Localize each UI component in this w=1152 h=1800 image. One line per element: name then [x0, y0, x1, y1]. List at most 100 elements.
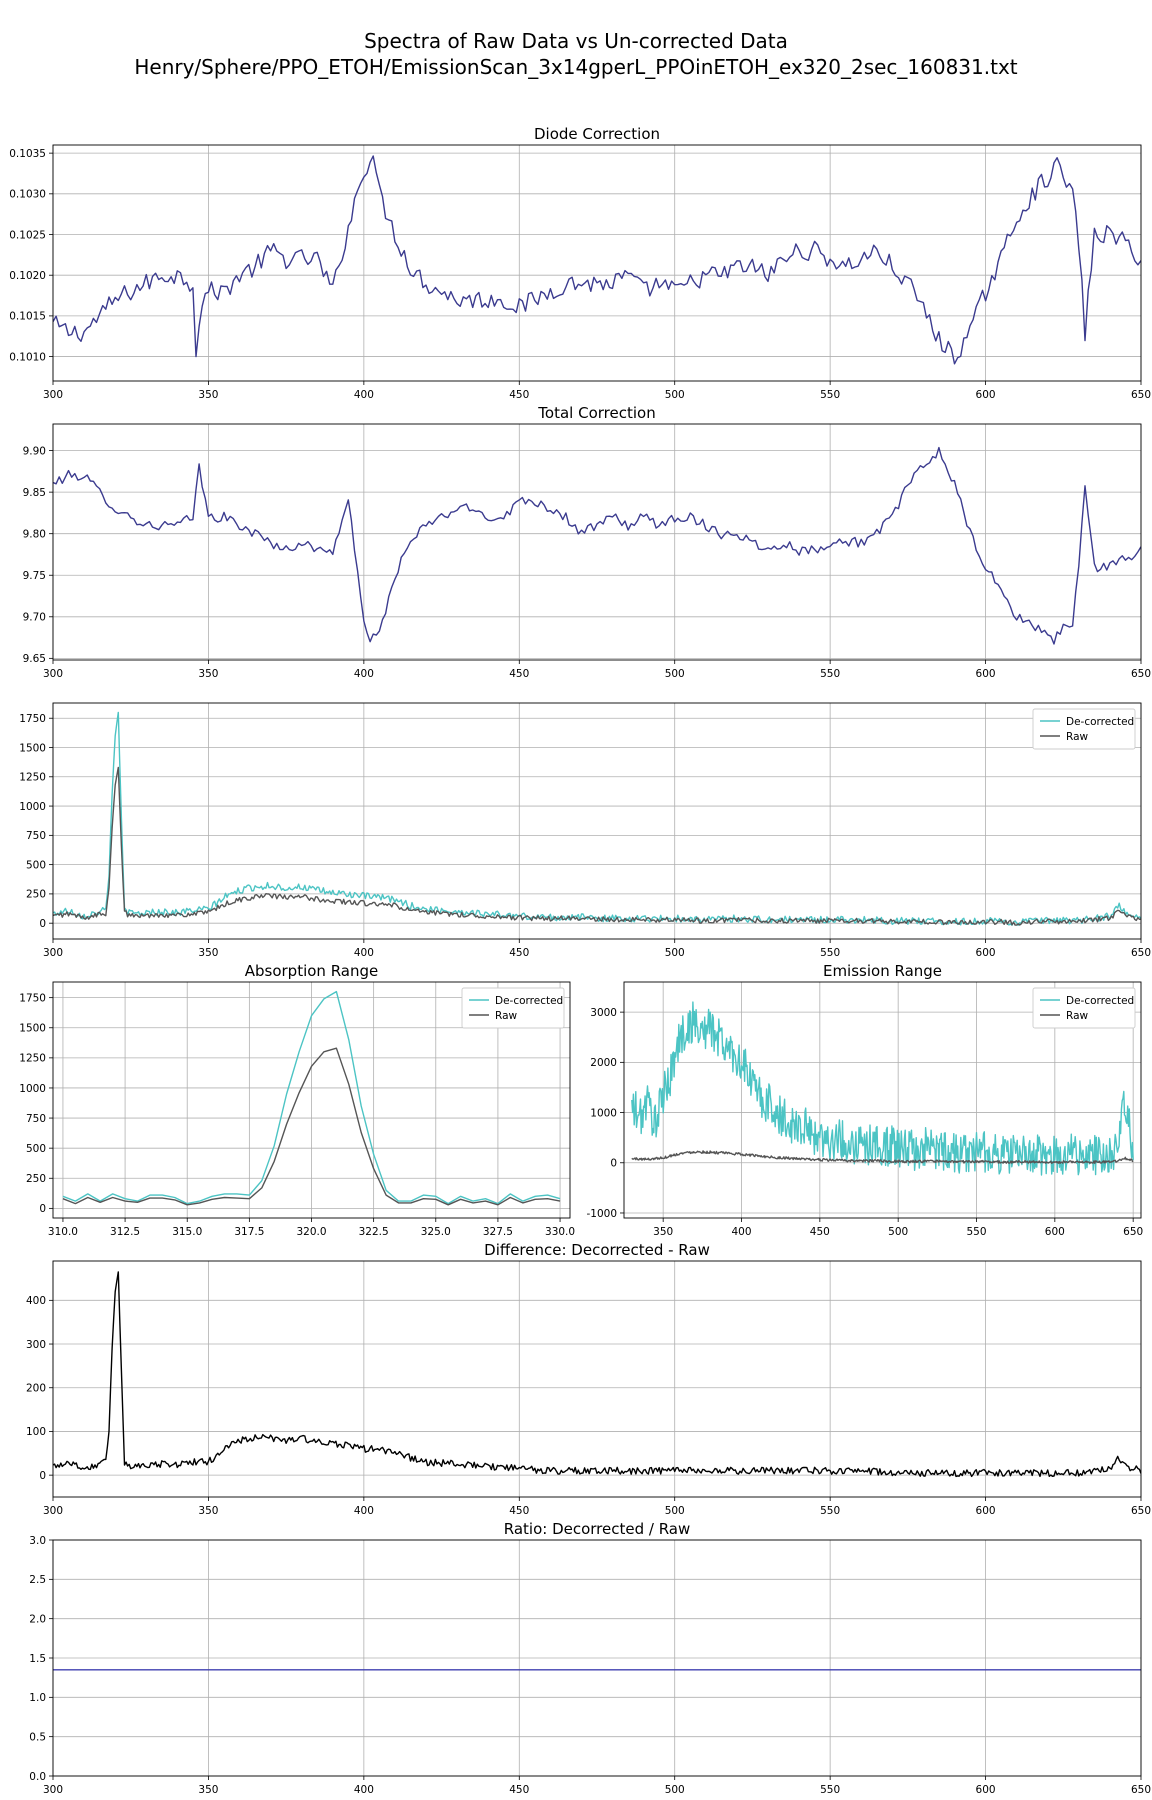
x-tick-label: 320.0 — [296, 1226, 326, 1238]
legend-box — [461, 987, 565, 1029]
legend-box — [1032, 987, 1136, 1029]
plot-area — [53, 703, 1141, 939]
y-tick-label: 400 — [26, 1295, 46, 1307]
y-tick-label: 0.0 — [29, 1771, 46, 1783]
y-tick-label: 9.65 — [23, 653, 46, 665]
y-tick-label: 9.80 — [23, 528, 46, 540]
x-tick-label: 400 — [354, 947, 374, 959]
y-tick-label: 0.1035 — [9, 148, 46, 160]
x-tick-label: 650 — [1131, 1784, 1151, 1796]
y-tick-label: 300 — [26, 1339, 46, 1351]
legend-label: Raw — [1066, 731, 1088, 743]
x-tick-label: 600 — [976, 1784, 996, 1796]
legend: De-corrected Raw — [1032, 987, 1136, 1029]
x-tick-label: 450 — [509, 668, 529, 680]
y-tick-label: 2.5 — [29, 1574, 46, 1586]
x-tick-label: 500 — [665, 1784, 685, 1796]
x-tick-label: 450 — [509, 1784, 529, 1796]
y-tick-label: 1000 — [19, 1083, 46, 1095]
x-tick-label: 450 — [509, 947, 529, 959]
x-tick-label: 400 — [354, 1505, 374, 1517]
x-tick-label: 317.5 — [234, 1226, 264, 1238]
axes-frame — [52, 423, 1142, 661]
chart-full: 300 350 400 450 500 550 600 650 0 250 500 750 1000 12… — [19, 702, 1151, 959]
x-tick-label: 650 — [1131, 1505, 1151, 1517]
y-tick-label: 0.1020 — [9, 270, 46, 282]
y-tick-label: 9.75 — [23, 570, 46, 582]
series-line — [53, 1271, 1141, 1478]
y-tick-label: 100 — [26, 1426, 46, 1438]
x-tick-label: 350 — [198, 668, 218, 680]
x-tick-label: 500 — [665, 668, 685, 680]
x-tick-label: 450 — [509, 389, 529, 401]
x-tick-label: 600 — [976, 668, 996, 680]
y-tick-label: 0.1015 — [9, 311, 46, 323]
y-tick-label: 0 — [610, 1158, 617, 1170]
x-tick-label: 550 — [966, 1226, 986, 1238]
series-line-raw — [53, 766, 1141, 926]
y-tick-label: -1000 — [586, 1208, 617, 1220]
y-tick-label: 9.90 — [23, 445, 46, 457]
x-tick-label: 400 — [731, 1226, 751, 1238]
chart-title: Emission Range — [823, 962, 942, 980]
series-line-de-corrected — [631, 1001, 1134, 1176]
y-tick-label: 1500 — [19, 1023, 46, 1035]
chart-absorption: 310.0 312.5 315.0 317.5 320.0 322.5 325.0 327.5… — [19, 962, 575, 1238]
chart-title: Ratio: Decorrected / Raw — [504, 1520, 691, 1538]
y-tick-label: 0 — [39, 1470, 46, 1482]
y-tick-label: 250 — [26, 1173, 46, 1185]
x-tick-label: 327.5 — [483, 1226, 513, 1238]
x-tick-label: 550 — [820, 1505, 840, 1517]
x-tick-label: 300 — [43, 668, 63, 680]
x-tick-label: 300 — [43, 1505, 63, 1517]
x-tick-label: 600 — [976, 947, 996, 959]
y-tick-label: 2000 — [590, 1057, 617, 1069]
legend-label: Raw — [1066, 1010, 1088, 1022]
chart-emission: 350 400 450 500 550 600 650 -1000 0 1000 2000 3000 E… — [586, 962, 1143, 1238]
series-line-raw — [62, 1047, 561, 1206]
y-tick-label: 1000 — [19, 801, 46, 813]
x-tick-label: 500 — [665, 389, 685, 401]
y-tick-label: 0 — [39, 918, 46, 930]
y-tick-label: 0 — [39, 1203, 46, 1215]
legend-label: De-corrected — [1066, 716, 1134, 728]
chart-total: 300 350 400 450 500 550 600 650 9.65 9.70 9.75 9.80… — [23, 404, 1151, 680]
axes-frame — [52, 981, 571, 1219]
x-tick-label: 600 — [976, 1505, 996, 1517]
y-tick-label: 1.5 — [29, 1653, 46, 1665]
y-tick-label: 1000 — [590, 1107, 617, 1119]
chart-ratio: 300 350 400 450 500 550 600 650 0.0 0.5 1.0 1.5 2.0 2… — [29, 1520, 1151, 1796]
y-tick-label: 9.85 — [23, 487, 46, 499]
series-line — [53, 155, 1141, 365]
y-tick-label: 9.70 — [23, 612, 46, 624]
x-tick-label: 650 — [1131, 389, 1151, 401]
x-tick-label: 350 — [198, 947, 218, 959]
x-tick-label: 350 — [198, 389, 218, 401]
legend-label: Raw — [495, 1010, 517, 1022]
figure-suptitle: Spectra of Raw Data vs Un-corrected Data… — [0, 28, 1152, 80]
x-tick-label: 500 — [665, 1505, 685, 1517]
y-tick-label: 750 — [26, 1113, 46, 1125]
x-tick-label: 300 — [43, 389, 63, 401]
y-tick-label: 500 — [26, 859, 46, 871]
x-tick-label: 600 — [1045, 1226, 1065, 1238]
x-tick-label: 350 — [653, 1226, 673, 1238]
series-line-raw — [631, 1150, 1134, 1165]
x-tick-label: 450 — [509, 1505, 529, 1517]
x-tick-label: 400 — [354, 389, 374, 401]
axes-frame — [52, 1539, 1142, 1777]
x-tick-label: 650 — [1123, 1226, 1143, 1238]
chart-title: Difference: Decorrected - Raw — [484, 1241, 710, 1259]
y-tick-label: 200 — [26, 1383, 46, 1395]
x-tick-label: 322.5 — [359, 1226, 389, 1238]
legend: De-corrected Raw — [461, 987, 565, 1029]
suptitle-line-1: Spectra of Raw Data vs Un-corrected Data — [364, 29, 788, 53]
y-tick-label: 2.0 — [29, 1613, 46, 1625]
plot-area — [53, 1261, 1141, 1497]
x-tick-label: 315.0 — [172, 1226, 202, 1238]
chart-title: Total Correction — [537, 404, 655, 422]
x-tick-label: 650 — [1131, 668, 1151, 680]
y-tick-label: 3.0 — [29, 1535, 46, 1547]
y-tick-label: 3000 — [590, 1007, 617, 1019]
x-tick-label: 400 — [354, 1784, 374, 1796]
